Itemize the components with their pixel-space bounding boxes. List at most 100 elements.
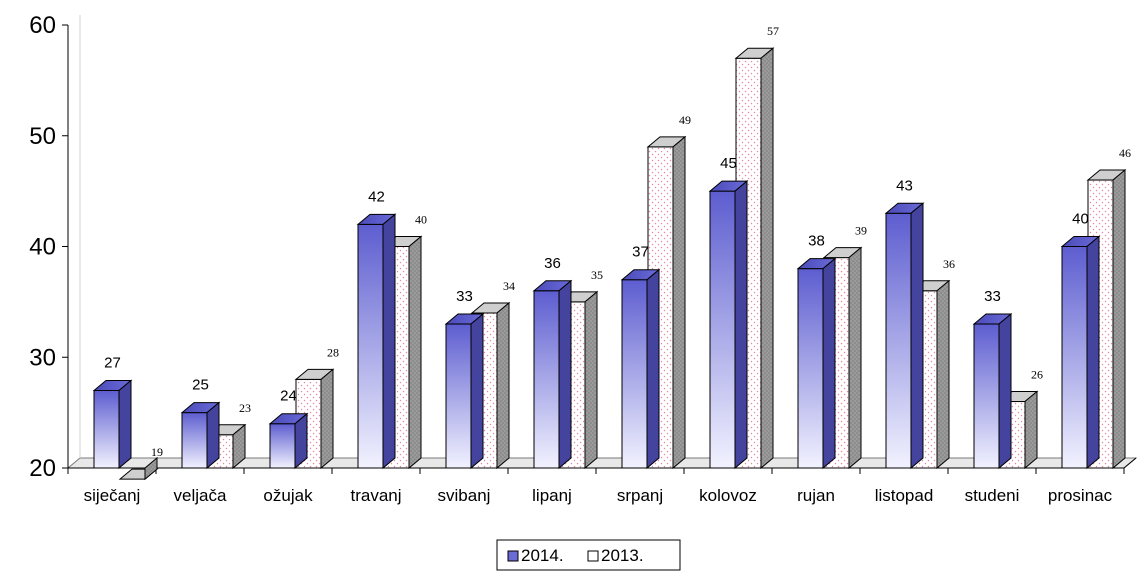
bar-2013-side — [320, 368, 334, 470]
y-tick-label: 30 — [29, 344, 56, 371]
bar-2014-front — [357, 223, 384, 469]
data-label-2013: 39 — [855, 224, 867, 238]
bar-2014-front — [181, 412, 208, 469]
bar-2014-front — [709, 190, 736, 469]
bar-2014-front — [93, 389, 120, 469]
bar-2013-side — [1024, 390, 1038, 470]
bar-2014-front — [445, 323, 472, 469]
bar-2013-side — [408, 235, 422, 470]
bar-2014 — [268, 412, 309, 470]
bar-2013-side — [760, 47, 774, 470]
bar-2014 — [884, 202, 925, 470]
bar-2013-side — [144, 456, 158, 481]
bar-2014 — [1060, 235, 1101, 470]
y-tick-label: 60 — [29, 12, 56, 39]
data-label-2014: 37 — [632, 244, 649, 261]
legend-label-2014: 2014. — [521, 546, 564, 565]
data-label-2013: 46 — [1119, 146, 1131, 160]
x-axis-end — [1123, 457, 1137, 469]
bar-2014-front — [269, 423, 296, 469]
bar-2014 — [620, 268, 661, 470]
data-label-2014: 36 — [544, 255, 561, 272]
data-label-2014: 25 — [192, 377, 209, 394]
bar-2014-side — [206, 401, 220, 470]
bar-2013-side — [848, 246, 862, 470]
bar-2014 — [972, 312, 1013, 470]
bar-2013-side — [936, 279, 950, 470]
x-tick-label: kolovoz — [699, 486, 757, 505]
data-label-2014: 27 — [104, 354, 121, 371]
data-label-2013: 26 — [1031, 368, 1043, 382]
bars — [92, 47, 1127, 481]
data-label-2013: 49 — [679, 113, 691, 127]
bar-2014-side — [470, 312, 484, 470]
x-tick-label: veljača — [174, 486, 227, 505]
data-labels: 27 19 25 23 24 28 42 40 33 34 36 35 37 49 45 57 38 39 43 36… — [104, 24, 1131, 459]
bar-2014-front — [533, 290, 560, 469]
x-tick-label: prosinac — [1048, 486, 1113, 505]
bar-2014-side — [118, 379, 132, 470]
x-tick-label: lipanj — [532, 486, 572, 505]
bar-2013-side — [496, 301, 510, 470]
data-label-2014: 43 — [896, 177, 913, 194]
y-tick-label: 50 — [29, 123, 56, 150]
bar-2014-side — [646, 268, 660, 470]
bar-2013 — [118, 456, 159, 481]
data-label-2013: 23 — [239, 401, 251, 415]
bar-2014 — [532, 279, 573, 470]
data-label-2014: 24 — [280, 388, 297, 405]
legend-label-2013: 2013. — [601, 546, 644, 565]
data-label-2013: 28 — [327, 345, 339, 359]
x-tick-label: siječanj — [84, 486, 141, 505]
bar-2013 — [294, 368, 335, 470]
bar-2014-side — [910, 202, 924, 470]
data-label-2014: 42 — [368, 188, 385, 205]
bar-2014-side — [558, 279, 572, 470]
bar-2014-side — [294, 412, 308, 470]
bar-2014-side — [382, 213, 396, 470]
bar-2014 — [708, 180, 749, 470]
legend-swatch-2013 — [587, 550, 599, 562]
legend: 2014. 2013. — [496, 539, 681, 571]
x-tick-label: svibanj — [438, 486, 491, 505]
data-label-2014: 45 — [720, 155, 737, 172]
x-tick-label: ožujak — [263, 486, 313, 505]
bar-2014 — [92, 379, 133, 470]
data-label-2013: 57 — [767, 24, 779, 38]
data-label-2013: 34 — [503, 279, 515, 293]
bar-2014 — [356, 213, 397, 470]
bar-2013-side — [1112, 168, 1126, 470]
x-tick-label: studeni — [965, 486, 1020, 505]
bar-2014-side — [822, 257, 836, 470]
bar-2013-side — [232, 423, 246, 470]
bar-2014-side — [998, 312, 1012, 470]
bar-2014-side — [1086, 235, 1100, 470]
x-tick-label: travanj — [350, 486, 401, 505]
bar-2013-side — [672, 135, 686, 470]
data-label-2014: 40 — [1072, 211, 1089, 228]
data-label-2014: 33 — [456, 288, 473, 305]
bar-2014-side — [734, 180, 748, 470]
x-tick-label: srpanj — [617, 486, 663, 505]
axes: 20 30 40 50 60 siječanj veljača ožujak travanj sv… — [29, 12, 1138, 505]
bar-2014-front — [1061, 246, 1088, 469]
data-label-2014: 38 — [808, 233, 825, 250]
legend-swatch-2014 — [507, 550, 519, 562]
bar-2014 — [180, 401, 221, 470]
y-tick-label: 40 — [29, 234, 56, 261]
data-label-2013: 36 — [943, 257, 955, 271]
data-label-2013: 35 — [591, 268, 603, 282]
bar-2013-side — [584, 290, 598, 470]
x-tick-label: listopad — [875, 486, 934, 505]
bar-2014 — [796, 257, 837, 470]
data-label-2013: 19 — [151, 445, 163, 459]
data-label-2013: 40 — [415, 213, 427, 227]
bar-2014-front — [621, 279, 648, 469]
y-tick-label: 20 — [29, 455, 56, 482]
bar-2014-front — [885, 212, 912, 469]
x-tick-label: rujan — [797, 486, 835, 505]
bar-2014-front — [973, 323, 1000, 469]
data-label-2014: 33 — [984, 288, 1001, 305]
bar-2014 — [444, 312, 485, 470]
